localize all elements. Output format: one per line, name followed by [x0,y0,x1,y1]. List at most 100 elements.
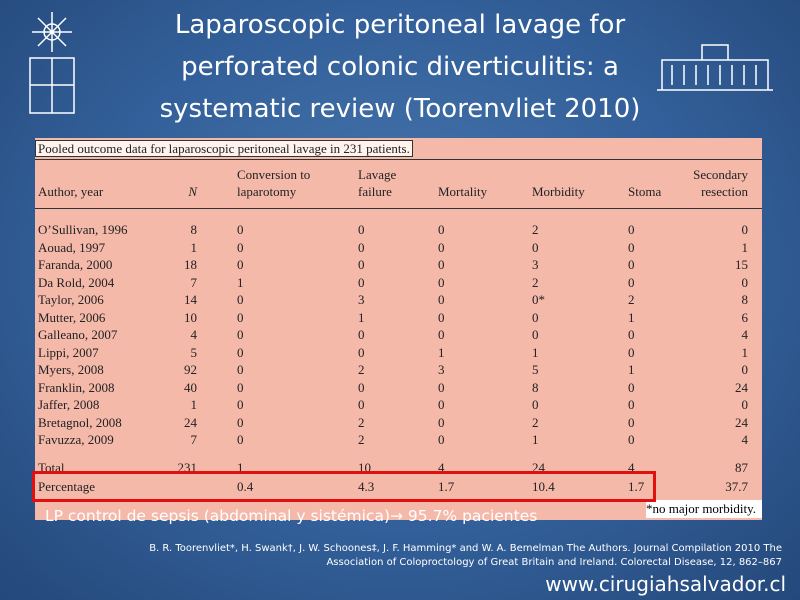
table-cell: 0 [628,222,635,237]
table-cell: 0 [237,309,244,325]
total-cell: 1 [237,460,244,475]
table-cell: 0 [438,222,445,237]
table-cell: 6 [741,309,749,325]
table-cell: O’Sullivan, 1996 [38,222,128,237]
table-cell: 1 [438,344,445,360]
table-cell: Mutter, 2006 [38,309,106,325]
header-cell: Lavage [358,167,397,182]
table-cell: 1 [628,309,635,325]
table-cell: 0 [358,222,365,237]
citation-line: Association of Coloproctology of Great B… [326,557,782,568]
header-cell: Stoma [628,184,662,199]
table-cell: 0 [628,414,635,430]
table-cell: 3 [438,362,445,377]
summary: LP control de sepsis (abdominal y sistém… [45,507,538,525]
table-cell: 1 [358,309,365,325]
footnote: *no major morbidity. [646,500,762,518]
highlight-box [32,471,656,502]
table-cell: 0 [438,432,445,447]
table-cell: 2 [358,414,365,430]
table-cell: 3 [532,257,539,272]
table-cell: 0 [237,414,244,430]
table-cell: 2 [358,362,365,377]
table-cell: 0 [628,344,635,360]
table-cell: 1 [741,344,749,360]
table-cell: 92 [184,362,197,377]
table-cell: 0 [438,239,445,255]
table-cell: 0 [358,327,365,342]
title-line: perforated colonic diverticulitis: a [181,52,619,82]
table-cell: 0 [358,344,365,360]
table-cell: 0 [628,379,635,395]
citation-line: B. R. Toorenvliet*, H. Swank†, J. W. Sch… [149,543,782,554]
table-cell: 0 [628,274,635,290]
percentage-cell: 4.3 [358,479,375,494]
table-cell: 2 [532,222,539,237]
table-cell: 4 [741,327,749,342]
table-cell: 2 [628,292,635,307]
table-cell: 1 [190,239,198,255]
table-cell: Aouad, 1997 [38,239,106,255]
header-cell: N [188,184,197,199]
table-cell: 0 [237,327,244,342]
header-cell: failure [358,184,392,199]
table-cell: 0 [741,397,749,412]
table-cell: 1 [741,239,749,255]
hospital-logo [657,44,773,91]
table-cell: 0 [532,239,539,255]
total-cell: 4 [628,460,635,475]
table-cell: Faranda, 2000 [38,257,113,272]
table-cell: Galleano, 2007 [38,327,118,342]
table-cell: 24 [735,379,748,395]
table-cell: 0 [358,379,365,395]
table-cell: Taylor, 2006 [38,292,104,307]
table-cell: 0 [237,362,244,377]
header-cell: Conversion to [237,167,311,182]
total-cell: 87 [735,460,748,475]
table-cell: 14 [184,292,197,307]
table-cell: 18 [184,257,197,272]
table-cell: 1 [532,432,539,447]
table-cell: 0 [358,274,365,290]
table-cell: 1 [532,344,539,360]
table-cell: 0 [532,327,539,342]
header-cell: Author, year [38,184,104,199]
percentage-cell: 1.7 [438,479,455,494]
table-cell: 5 [532,362,539,377]
table-cell: 0 [532,397,539,412]
header-cell: Mortality [438,184,488,199]
table-cell: 0 [628,239,635,255]
table-cell: 0 [358,239,365,255]
table-cell: 0 [438,309,445,325]
header-cell: laparotomy [237,184,297,199]
table-cell: 0 [741,274,749,290]
table-cell: Jaffer, 2008 [38,397,100,412]
table-cell: 0 [237,379,244,395]
table-cell: 0 [237,239,244,255]
percentage-cell: 0.4 [237,479,254,494]
table-cell: 0 [438,292,445,307]
table-caption: Pooled outcome data for laparoscopic per… [35,140,413,157]
table-cell: 0* [532,292,545,307]
table-cell: 0 [741,362,749,377]
table-cell: 0 [438,257,445,272]
table-cell: Myers, 2008 [38,362,104,377]
table-cell: 3 [358,292,365,307]
table-cell: Bretagnol, 2008 [38,414,122,430]
table-cell: Da Rold, 2004 [38,274,115,290]
rule [35,208,762,209]
table-cell: 0 [438,327,445,342]
header-cell: Secondary [693,167,748,182]
website: www.cirugiahsalvador.cl [545,572,786,596]
table-cell: 8 [190,222,198,237]
table-cell: 1 [190,397,198,412]
table-cell: 0 [237,397,244,412]
header-cell: resection [701,184,748,199]
table-cell: 4 [741,432,749,447]
table-cell: 0 [741,222,749,237]
table-cell: 2 [358,432,365,447]
table-cell: 0 [438,414,445,430]
table-cell: 24 [184,414,197,430]
table-cell: 0 [438,397,445,412]
